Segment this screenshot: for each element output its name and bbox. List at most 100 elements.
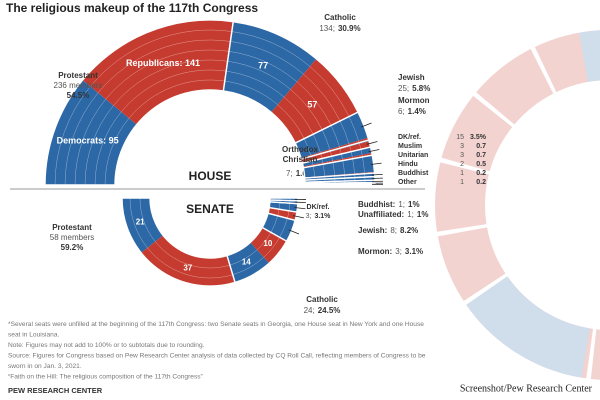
footnote: Note: Figures may not add to 100% or to …	[8, 342, 205, 349]
category-count: 15	[456, 134, 464, 141]
credit: Screenshot/Pew Research Center	[460, 383, 593, 394]
seat-segment	[271, 58, 359, 144]
seat-row	[227, 61, 291, 90]
seat-row	[229, 51, 298, 82]
leader-line	[366, 141, 378, 145]
category-name: DK/ref.	[398, 134, 421, 141]
seat-segment	[301, 141, 371, 164]
category-count: 24;	[304, 306, 315, 315]
category-label: Unaffiliated: 1; 1%	[358, 210, 428, 219]
seat-row	[224, 80, 278, 105]
leader-line	[294, 207, 306, 210]
category-count: 3	[460, 152, 464, 159]
seat-segment	[82, 20, 234, 125]
category-share: 24.5%	[318, 306, 341, 315]
seat-row	[113, 59, 228, 106]
category-share: 54.5%	[67, 91, 90, 100]
party-label: 21	[136, 218, 145, 227]
seat-row	[105, 49, 230, 100]
category-count: 134;	[319, 24, 335, 33]
category-share: 0.5	[476, 161, 486, 168]
party-label: 10	[263, 239, 272, 248]
category-name: Jewish:	[358, 226, 387, 235]
category-share: 5.8%	[412, 84, 430, 93]
footnote: *Several seats were unfilled at the begi…	[8, 321, 424, 328]
seat-row	[147, 247, 233, 279]
category-value: 134; 30.9%	[319, 24, 360, 33]
category-name: Mormon:	[358, 247, 392, 256]
seat-row	[230, 41, 304, 75]
category-value: 25; 5.8%	[398, 84, 430, 93]
category-name-box: Orthodox Christian	[282, 145, 318, 164]
seat-row	[296, 81, 332, 126]
seat-segment	[223, 21, 317, 113]
source: PEW RESEARCH CENTER	[8, 386, 103, 395]
leader-line	[370, 162, 382, 165]
seat-segment	[227, 242, 270, 283]
faded-ring	[435, 30, 600, 380]
seat-row	[139, 197, 156, 242]
party-label: Republicans: 141	[126, 58, 200, 68]
category-count: 1;	[398, 200, 405, 209]
category-count: 3;	[395, 247, 402, 256]
seat-row	[309, 66, 350, 117]
category-count: 3	[460, 143, 464, 150]
category-share: 30.9%	[338, 24, 361, 33]
category-share: 1.4%	[408, 107, 426, 116]
seat-row	[232, 257, 264, 275]
chamber-label: HOUSE	[189, 169, 232, 183]
category-name: Mormon	[398, 96, 430, 105]
seat-row	[97, 39, 231, 93]
party-label: Democrats: 95	[57, 135, 119, 145]
category-value: 24; 24.5%	[304, 306, 341, 315]
seat-row	[229, 249, 258, 266]
seat-row	[277, 104, 305, 139]
category-name: Jewish	[398, 73, 425, 82]
category-count: 25;	[398, 84, 409, 93]
category-name: Catholic	[306, 295, 338, 304]
category-value: 3; 3.1%	[306, 213, 332, 220]
category-count: 3;	[306, 213, 312, 220]
leader-line	[361, 122, 372, 128]
category-count: 7;	[286, 169, 293, 178]
category-name: DK/ref.	[307, 204, 330, 211]
footnote: Source: Figures for Congress based on Pe…	[8, 352, 426, 359]
category-name: Unaffiliated:	[358, 210, 404, 219]
category-name: Unitarian	[398, 152, 428, 159]
category-share: 1%	[417, 210, 429, 219]
leader-line	[288, 229, 300, 235]
category-name: Protestant	[52, 223, 92, 232]
category-value: 6; 1.4%	[398, 107, 426, 116]
seat-segment	[45, 80, 137, 185]
category-count: 1;	[407, 210, 414, 219]
chart-title: The religious makeup of the 117th Congre…	[6, 1, 258, 15]
leader-line	[371, 173, 383, 176]
category-name: Muslim	[398, 143, 422, 150]
category-count: 1	[460, 170, 464, 177]
seat-row	[54, 86, 91, 186]
seat-row	[128, 79, 225, 119]
category-name: Orthodox Christian	[282, 145, 318, 164]
seat-segment	[268, 207, 297, 221]
seat-row	[64, 92, 99, 186]
seat-segment	[295, 112, 369, 158]
footnote: sworn in on Jan. 3, 2021.	[8, 363, 82, 370]
category-outline	[269, 197, 299, 202]
category-share: 0.2	[476, 170, 486, 177]
seat-row	[303, 73, 341, 122]
seat-row	[90, 29, 232, 87]
seat-row	[121, 69, 227, 112]
seat-row	[290, 89, 323, 130]
seat-row	[129, 197, 148, 249]
party-label: 37	[183, 264, 192, 273]
category-share: 3.1%	[405, 247, 423, 256]
party-label: 14	[242, 258, 251, 267]
category-count: 2	[460, 161, 464, 168]
category-count: 1	[460, 179, 464, 186]
category-share: 8.2%	[400, 226, 418, 235]
category-name: Buddhist	[398, 170, 429, 177]
seat-segment	[303, 155, 375, 178]
category-count: 58 members	[50, 233, 94, 242]
category-label: Mormon: 3; 3.1%	[358, 247, 423, 256]
